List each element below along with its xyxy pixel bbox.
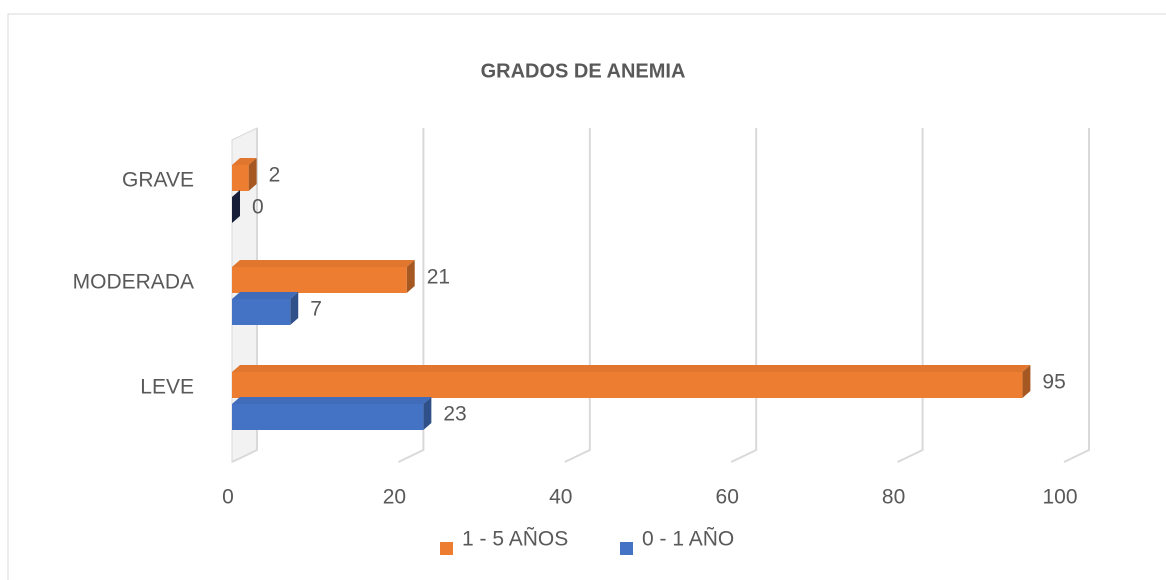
data-label: 0 <box>252 196 264 219</box>
bar-3d <box>232 397 432 430</box>
bar-3d <box>232 365 1031 398</box>
legend-label: 0 - 1 AÑO <box>642 527 734 551</box>
bar-side <box>232 190 240 223</box>
grid-line <box>231 128 258 463</box>
chart-border <box>7 13 1166 580</box>
y-tick-label: GRAVE <box>122 169 194 192</box>
chart-title: GRADOS DE ANEMIA <box>481 60 686 82</box>
x-tick-label: 80 <box>882 486 905 509</box>
data-label: 7 <box>310 298 322 321</box>
bar-side <box>290 292 299 325</box>
data-label: 21 <box>427 266 450 289</box>
bar <box>232 267 407 293</box>
legend-label: 1 - 5 AÑOS <box>462 527 568 551</box>
bar-3d <box>232 158 257 191</box>
grid-line <box>1063 128 1090 463</box>
bar-top <box>232 158 257 165</box>
bar-top <box>232 292 299 299</box>
bar-3d <box>232 190 240 223</box>
bar <box>232 165 249 191</box>
bar-side <box>406 260 415 293</box>
grid-line <box>564 128 591 463</box>
x-tick-label: 20 <box>383 486 406 509</box>
bar <box>232 299 291 325</box>
bar-3d <box>232 260 415 293</box>
bar-3d <box>232 292 299 325</box>
bar-side <box>1022 365 1031 398</box>
bar-side <box>248 158 257 191</box>
legend-swatch <box>440 542 453 555</box>
data-label: 23 <box>443 403 466 426</box>
bar-top <box>232 260 415 267</box>
x-tick-label: 60 <box>716 486 739 509</box>
grid-line <box>397 128 425 463</box>
data-label: 2 <box>269 164 281 187</box>
grid-line <box>730 128 758 463</box>
bar-top <box>232 397 432 404</box>
bar-top <box>232 365 1031 372</box>
y-tick-label: MODERADA <box>73 271 194 294</box>
x-tick-label: 100 <box>1042 486 1077 509</box>
bar-side <box>423 397 432 430</box>
bar <box>232 404 424 430</box>
bar <box>232 372 1023 398</box>
y-tick-label: LEVE <box>140 376 194 399</box>
legend-swatch <box>620 542 633 555</box>
grid-line <box>897 128 924 463</box>
x-tick-label: 0 <box>222 486 234 509</box>
x-tick-label: 40 <box>549 486 572 509</box>
data-label: 95 <box>1042 371 1065 394</box>
